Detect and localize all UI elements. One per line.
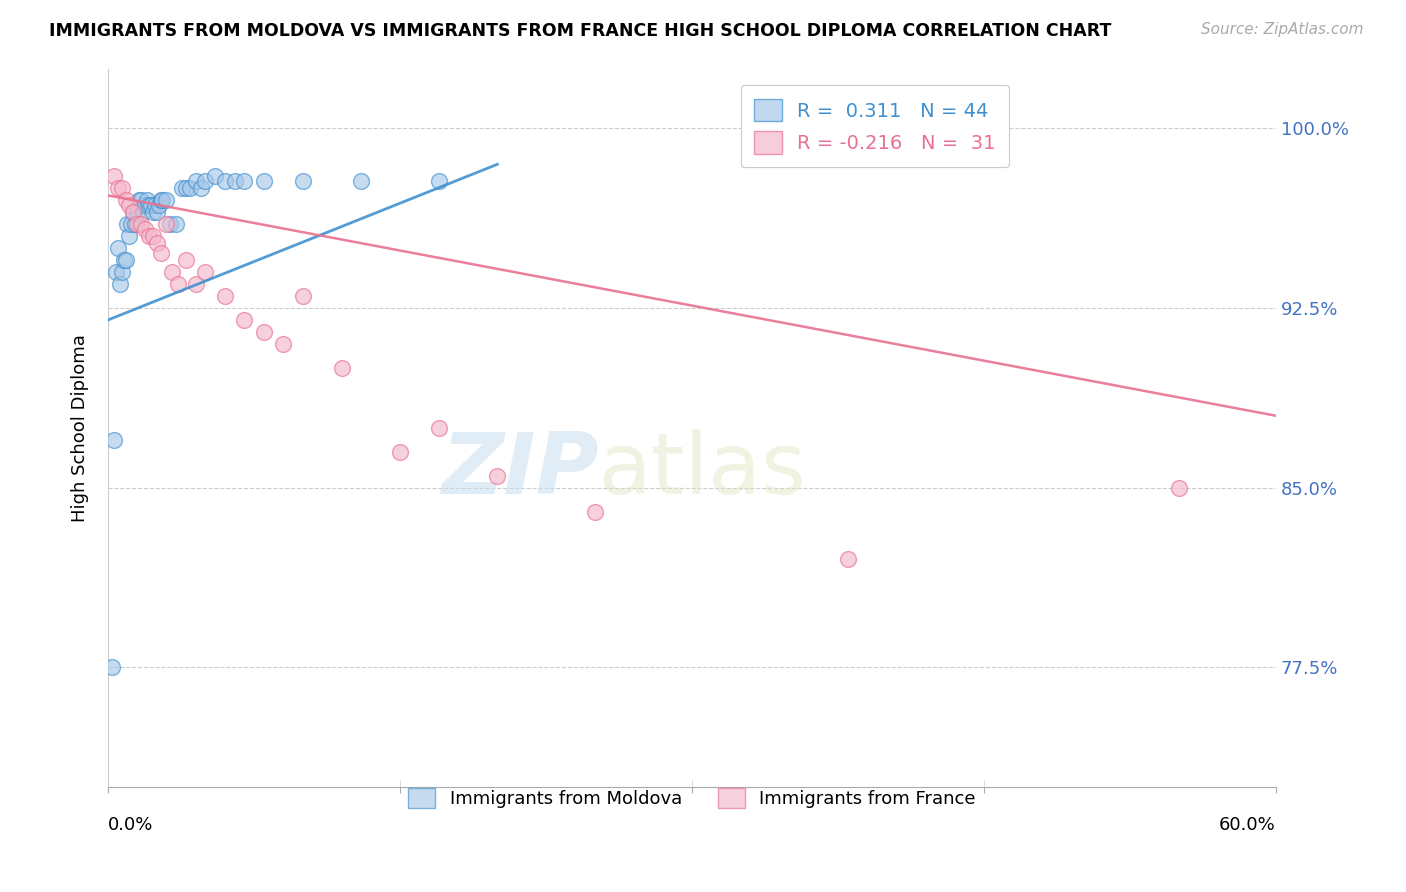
Point	[103, 433, 125, 447]
Point	[179, 181, 201, 195]
Point	[145, 205, 167, 219]
Y-axis label: High School Diploma: High School Diploma	[72, 334, 89, 522]
Point	[152, 193, 174, 207]
Point	[110, 265, 132, 279]
Point	[122, 205, 145, 219]
Legend: Immigrants from Moldova, Immigrants from France: Immigrants from Moldova, Immigrants from…	[399, 779, 986, 817]
Point	[129, 217, 152, 231]
Point	[149, 193, 172, 207]
Point	[204, 169, 226, 184]
Point	[101, 660, 124, 674]
Point	[214, 289, 236, 303]
Point	[224, 174, 246, 188]
Point	[128, 193, 150, 207]
Point	[1167, 481, 1189, 495]
Point	[122, 205, 145, 219]
Point	[134, 198, 156, 212]
Point	[155, 193, 177, 207]
Point	[127, 205, 149, 219]
Point	[174, 253, 197, 268]
Point	[170, 181, 193, 195]
Text: IMMIGRANTS FROM MOLDOVA VS IMMIGRANTS FROM FRANCE HIGH SCHOOL DIPLOMA CORRELATIO: IMMIGRANTS FROM MOLDOVA VS IMMIGRANTS FR…	[49, 22, 1112, 40]
Point	[143, 198, 166, 212]
Point	[124, 217, 146, 231]
Point	[194, 265, 217, 279]
Point	[138, 229, 160, 244]
Point	[134, 222, 156, 236]
Point	[233, 313, 256, 327]
Point	[149, 246, 172, 260]
Point	[129, 193, 152, 207]
Point	[107, 241, 129, 255]
Text: ZIP: ZIP	[441, 429, 599, 512]
Point	[388, 444, 411, 458]
Point	[118, 198, 141, 212]
Point	[142, 229, 165, 244]
Point	[148, 198, 170, 212]
Point	[291, 289, 314, 303]
Point	[291, 174, 314, 188]
Point	[135, 193, 157, 207]
Point	[132, 205, 155, 219]
Point	[103, 169, 125, 184]
Point	[142, 205, 165, 219]
Point	[104, 265, 127, 279]
Point	[233, 174, 256, 188]
Point	[271, 337, 294, 351]
Text: 60.0%: 60.0%	[1219, 815, 1277, 834]
Point	[184, 277, 207, 291]
Point	[138, 198, 160, 212]
Point	[159, 217, 181, 231]
Point	[114, 253, 136, 268]
Point	[127, 217, 149, 231]
Point	[427, 421, 450, 435]
Point	[583, 504, 606, 518]
Point	[253, 174, 276, 188]
Point	[194, 174, 217, 188]
Point	[330, 360, 353, 375]
Point	[837, 552, 859, 566]
Point	[120, 217, 142, 231]
Point	[107, 181, 129, 195]
Point	[350, 174, 373, 188]
Point	[112, 253, 135, 268]
Point	[214, 174, 236, 188]
Point	[184, 174, 207, 188]
Text: atlas: atlas	[599, 429, 807, 512]
Point	[427, 174, 450, 188]
Point	[190, 181, 212, 195]
Point	[253, 325, 276, 339]
Point	[110, 181, 132, 195]
Point	[114, 193, 136, 207]
Point	[139, 198, 162, 212]
Point	[117, 217, 139, 231]
Point	[155, 217, 177, 231]
Point	[145, 236, 167, 251]
Point	[108, 277, 131, 291]
Text: Source: ZipAtlas.com: Source: ZipAtlas.com	[1201, 22, 1364, 37]
Point	[160, 265, 183, 279]
Point	[486, 468, 509, 483]
Point	[118, 229, 141, 244]
Text: 0.0%: 0.0%	[108, 815, 153, 834]
Point	[165, 217, 187, 231]
Point	[174, 181, 197, 195]
Point	[167, 277, 190, 291]
